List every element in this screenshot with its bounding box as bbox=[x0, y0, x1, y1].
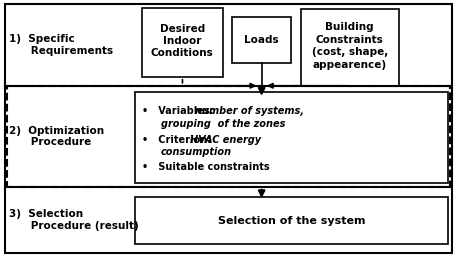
Text: number of systems,: number of systems, bbox=[195, 106, 304, 116]
Text: Loads: Loads bbox=[244, 35, 279, 45]
FancyBboxPatch shape bbox=[142, 8, 223, 77]
Text: •   Criterion:: • Criterion: bbox=[142, 134, 218, 145]
Text: Selection of the system: Selection of the system bbox=[218, 216, 365, 227]
Text: 3)  Selection
      Procedure (result): 3) Selection Procedure (result) bbox=[9, 209, 139, 231]
FancyBboxPatch shape bbox=[301, 9, 399, 86]
FancyBboxPatch shape bbox=[232, 17, 291, 63]
Text: Desired
Indoor
Conditions: Desired Indoor Conditions bbox=[151, 24, 213, 58]
Text: 1)  Specific
      Requirements: 1) Specific Requirements bbox=[9, 34, 113, 56]
FancyBboxPatch shape bbox=[135, 92, 448, 183]
Text: grouping  of the zones: grouping of the zones bbox=[161, 119, 285, 129]
Text: •   Suitable constraints: • Suitable constraints bbox=[142, 162, 270, 172]
Text: •   Variables:: • Variables: bbox=[142, 106, 217, 116]
Text: HVAC energy: HVAC energy bbox=[190, 134, 262, 145]
FancyBboxPatch shape bbox=[7, 86, 450, 187]
Text: consumption: consumption bbox=[161, 147, 232, 157]
Text: Building
Constraints
(cost, shape,
appearence): Building Constraints (cost, shape, appea… bbox=[312, 23, 388, 70]
FancyBboxPatch shape bbox=[5, 4, 452, 253]
FancyBboxPatch shape bbox=[135, 197, 448, 244]
Text: 2)  Optimization
      Procedure: 2) Optimization Procedure bbox=[9, 125, 104, 147]
